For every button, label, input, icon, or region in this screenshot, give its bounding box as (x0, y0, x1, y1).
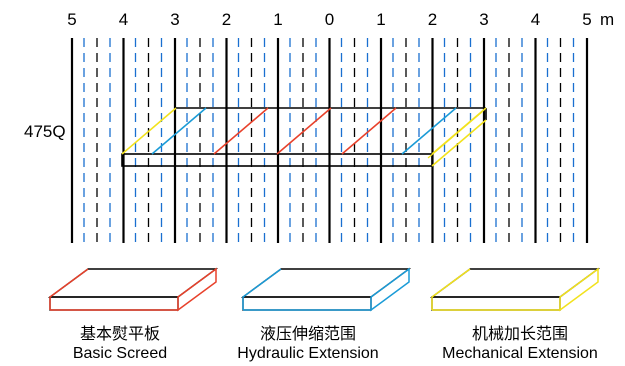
legend-box-side (177, 267, 217, 312)
scale-tick-label: 5 (67, 10, 76, 29)
scale-tick-label: 1 (376, 10, 385, 29)
scale-tick-label: 0 (325, 10, 334, 29)
legend-box-top (240, 268, 412, 298)
scale-tick-label: 1 (273, 10, 282, 29)
legend-box-accent (242, 268, 282, 310)
scale-tick-label: 3 (479, 10, 488, 29)
screed-section-edge (401, 107, 457, 155)
legend-label-basic: 基本熨平板 Basic Screed (40, 325, 200, 363)
legend-box-front (49, 296, 179, 311)
screed-section-edge (151, 107, 207, 155)
scale-tick-label: 3 (170, 10, 179, 29)
scale-tick-label: 2 (428, 10, 437, 29)
scale-tick-label: 2 (222, 10, 231, 29)
legend-box-front (431, 296, 561, 311)
legend-box-side (370, 267, 410, 312)
legend-label-mechanical: 机械加长范围 Mechanical Extension (415, 325, 625, 363)
legend-label-mechanical-en: Mechanical Extension (442, 345, 598, 362)
screed-section-edge (276, 107, 332, 155)
screed-side-edge (427, 111, 483, 159)
scale-tick-label: 4 (119, 10, 128, 29)
screed-section-edge (121, 107, 177, 155)
legend-box-top (429, 268, 601, 298)
legend-label-hydraulic-zh: 液压伸缩范围 (259, 326, 356, 343)
legend-box-top (47, 268, 219, 298)
screed-section-edge (341, 107, 397, 155)
legend-label-basic-en: Basic Screed (72, 345, 168, 362)
legend-boxes (47, 267, 601, 312)
legend-label-hydraulic-en: Hydraulic Extension (237, 345, 379, 362)
grid-lines (70, 38, 589, 243)
legend-label-basic-zh: 基本熨平板 (79, 326, 160, 343)
legend-box-side (559, 267, 599, 312)
legend-box-accent (431, 268, 471, 310)
legend-label-hydraulic: 液压伸缩范围 Hydraulic Extension (208, 325, 408, 363)
model-label: 475Q (24, 122, 66, 141)
screed-section-edge (213, 107, 269, 155)
legend-box-accent (49, 268, 89, 310)
screed-outline (121, 107, 487, 167)
legend-box-front (242, 296, 372, 311)
scale-tick-label: 5 (582, 10, 591, 29)
screed-side-edge (431, 119, 487, 167)
scale-tick-label: 4 (531, 10, 540, 29)
scale-unit-label: m (600, 10, 614, 29)
legend-label-mechanical-zh: 机械加长范围 (471, 326, 568, 343)
